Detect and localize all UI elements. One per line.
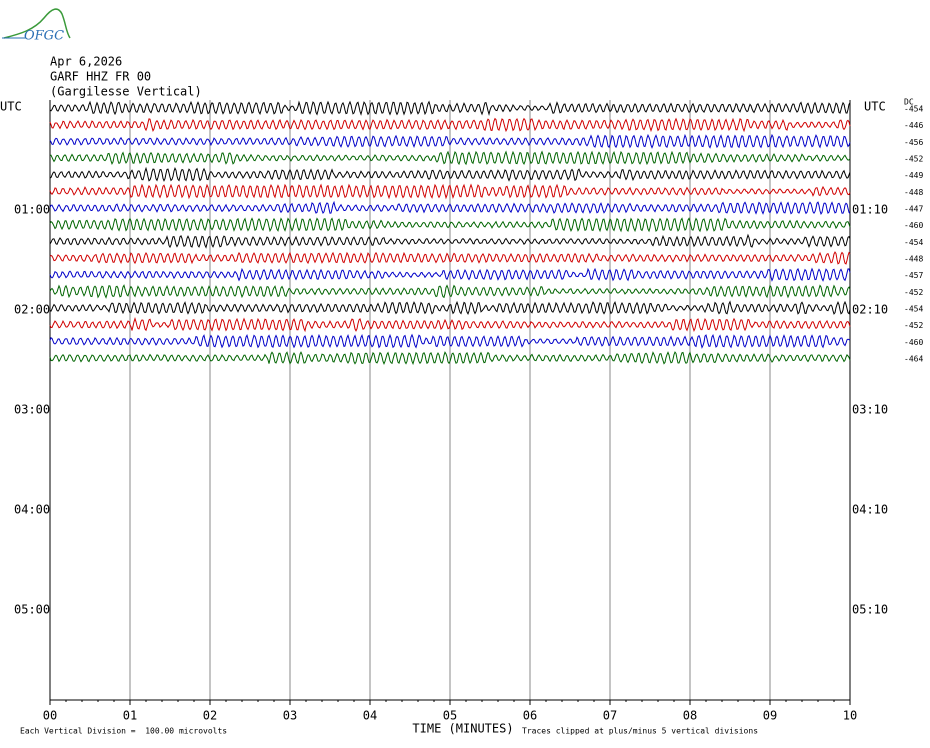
footer-scale: Each Vertical Division = 100.00 microvol… [20, 727, 227, 736]
dc-value: -454 [904, 105, 923, 114]
right-hour-label: 03:10 [852, 403, 888, 417]
x-tick-label: 06 [523, 709, 537, 723]
right-hour-label: 05:10 [852, 603, 888, 617]
x-tick-label: 02 [203, 709, 217, 723]
dc-value: -452 [904, 321, 923, 330]
left-hour-label: 02:00 [14, 303, 50, 317]
x-tick-label: 04 [363, 709, 377, 723]
left-hour-label: 03:00 [14, 403, 50, 417]
dc-value: -454 [904, 305, 923, 314]
x-tick-label: 07 [603, 709, 617, 723]
right-hour-label: 04:10 [852, 503, 888, 517]
trace [49, 267, 851, 282]
dc-value: -460 [904, 338, 923, 347]
trace [49, 150, 851, 166]
x-tick-label: 05 [443, 709, 457, 723]
dc-value: -454 [904, 238, 923, 247]
trace [49, 200, 851, 216]
x-tick-label: 00 [43, 709, 57, 723]
dc-value: -457 [904, 271, 923, 280]
header-site: (Gargilesse Vertical) [50, 85, 202, 99]
trace [49, 233, 851, 249]
dc-value: -460 [904, 221, 923, 230]
header-station: GARF HHZ FR 00 [50, 70, 151, 84]
x-tick-label: 01 [123, 709, 137, 723]
trace [49, 316, 851, 333]
trace [49, 251, 851, 265]
left-axis-title: UTC [0, 100, 22, 114]
logo-text: OFGC [24, 29, 64, 44]
trace [49, 100, 851, 116]
left-hour-label: 05:00 [14, 603, 50, 617]
right-hour-label: 02:10 [852, 303, 888, 317]
trace [49, 117, 851, 133]
left-hour-label: 01:00 [14, 203, 50, 217]
dc-value: -447 [904, 205, 923, 214]
trace [49, 166, 851, 182]
x-axis-title: TIME (MINUTES) [412, 722, 513, 736]
dc-value: -452 [904, 155, 923, 164]
x-tick-label: 08 [683, 709, 697, 723]
dc-value: -446 [904, 121, 923, 130]
left-hour-label: 04:00 [14, 503, 50, 517]
footer-clip: Traces clipped at plus/minus 5 vertical … [522, 727, 758, 736]
x-tick-label: 03 [283, 709, 297, 723]
header-date: Apr 6,2026 [50, 55, 122, 69]
logo-swoosh [3, 8, 71, 39]
trace [49, 183, 851, 200]
trace [49, 351, 851, 366]
dc-value: -448 [904, 188, 923, 197]
dc-value: -464 [904, 355, 923, 364]
trace [49, 300, 851, 316]
x-tick-label: 10 [843, 709, 857, 723]
dc-value: -449 [904, 171, 923, 180]
x-tick-label: 09 [763, 709, 777, 723]
dc-value: -452 [904, 288, 923, 297]
right-hour-label: 01:10 [852, 203, 888, 217]
trace [49, 133, 851, 149]
dc-value: -456 [904, 138, 923, 147]
dc-title: DC [904, 98, 914, 107]
trace [49, 217, 851, 233]
dc-value: -448 [904, 255, 923, 264]
trace [49, 333, 851, 349]
right-axis-title: UTC [864, 100, 886, 114]
trace [49, 284, 851, 299]
